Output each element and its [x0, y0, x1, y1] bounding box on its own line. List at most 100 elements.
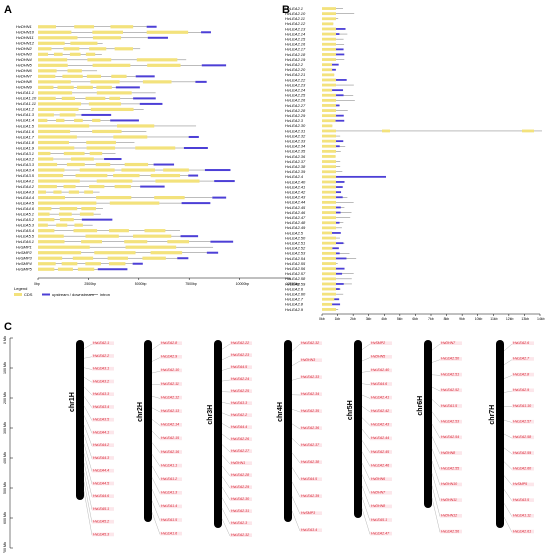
- label-bg: [92, 354, 114, 358]
- cds-block: [58, 212, 72, 216]
- gene-marker: HvLEA4.4: [83, 443, 114, 473]
- cds-block: [77, 267, 95, 271]
- gene-row: HvLEA5.2: [16, 217, 113, 222]
- marker-line: [431, 399, 441, 407]
- gene-label: HvLEA2.33: [285, 138, 306, 143]
- gene-marker: HvLEA2.27: [221, 444, 252, 453]
- gene-label: HvLEA2.42: [285, 189, 306, 194]
- chromosome-chr2H: chr2H HvLEA2.8 HvLEA2.9 HvLEA2.10 HvLEA2.11 H…: [137, 340, 182, 535]
- label-bg: [300, 494, 322, 498]
- cds-block: [322, 124, 333, 128]
- cds-block: [107, 256, 128, 260]
- gene-marker: HvLEA1.3: [151, 477, 182, 495]
- cds-block: [38, 256, 63, 260]
- gene-row: HvDHN8: [16, 79, 207, 84]
- marker-line: [151, 465, 161, 481]
- cds-block: [38, 218, 55, 222]
- gene-marker: HvLEA1.4: [151, 488, 182, 509]
- panel-a-axis: 0bp 2500bp 5000bp 7500bp 10000bp 12500bp: [34, 277, 300, 286]
- marker-line: [83, 434, 93, 459]
- cds-block: [322, 211, 336, 214]
- gene-name: HvLEA3.2: [93, 379, 109, 383]
- label-bg: [160, 341, 182, 345]
- utr-block: [332, 68, 336, 71]
- label-bg: [300, 341, 322, 345]
- gene-marker: HvLEA4.5: [83, 453, 114, 486]
- gene-marker: HvLEA2.50: [431, 357, 462, 363]
- cds-block: [89, 47, 107, 51]
- gene-row: HvSMP1: [16, 245, 214, 250]
- utr-block: [336, 53, 345, 56]
- gene-label: HvLEA2.57: [285, 271, 306, 276]
- gene-label: HvLEA2.26: [285, 98, 306, 103]
- gene-label: HvDHN6: [16, 68, 33, 73]
- gene-marker: HvDHN3: [291, 358, 322, 366]
- gene-name: HvLEA2.12: [161, 395, 179, 399]
- gene-name: HvLEA2.39: [301, 494, 319, 498]
- marker-line: [221, 402, 231, 405]
- marker-line: [503, 489, 513, 502]
- gene-row: HvLEA2.53: [285, 251, 350, 256]
- gene-marker: HvDHN6: [361, 462, 392, 481]
- gene-label: HvLEA2.15: [285, 36, 306, 41]
- gene-name: HvLEA2.45: [371, 450, 389, 454]
- label-bg: [370, 368, 392, 373]
- cds-block: [87, 58, 112, 62]
- cds-block: [322, 272, 336, 276]
- utr-block: [135, 75, 155, 78]
- utr-block: [336, 267, 345, 270]
- marker-line: [503, 461, 513, 470]
- gene-row: HvLEA2.37: [285, 159, 341, 164]
- gene-row: HvLEA2.34: [285, 144, 346, 149]
- gene-label: HvLEA1.4: [16, 118, 35, 123]
- utr-block: [97, 268, 128, 271]
- cds-block: [38, 140, 69, 145]
- marker-line: [83, 462, 93, 498]
- cds-block: [38, 146, 75, 150]
- cds-block: [322, 195, 336, 199]
- label-bg: [370, 463, 392, 468]
- marker-line: [503, 433, 513, 439]
- gene-label: HvLEA2.19: [285, 57, 306, 62]
- gene-row: HvLEA2.31: [285, 128, 542, 133]
- chromosome-name: chr4H: [277, 402, 284, 422]
- utr-block: [214, 180, 235, 183]
- marker-line: [151, 407, 161, 413]
- gene-label: HvDHN4: [16, 57, 33, 62]
- gene-row: HvLEA2.8: [285, 302, 341, 307]
- gene-label: HvSMP2: [16, 250, 33, 255]
- cds-block: [322, 68, 333, 72]
- cds-block: [92, 30, 123, 34]
- cds-block: [322, 165, 336, 169]
- gene-marker: HvLEA1.5: [431, 399, 462, 408]
- gene-marker: HvLEA1.2: [151, 465, 182, 481]
- gene-name: HvLEA4.4: [93, 469, 109, 473]
- gene-name: HvLEA2.46: [371, 463, 389, 467]
- cds-block: [147, 63, 181, 67]
- label-bg: [370, 450, 392, 454]
- gene-row: HvSMP4: [16, 261, 143, 266]
- panel-b-axis: 0kb 1kb 2kb 3kb 4kb 5kb 6kb 7kb 8kb 9kb 10kb 11kb 12…: [319, 313, 545, 321]
- utr-block: [336, 206, 341, 209]
- gene-label: HvLEA5.3: [16, 222, 35, 227]
- gene-marker: HvLEA2.15: [151, 430, 182, 441]
- label-bg: [92, 468, 114, 473]
- cds-block: [38, 196, 65, 200]
- utr-block: [336, 145, 340, 148]
- gene-marker: HvLEA2.2: [83, 354, 114, 359]
- utr-block: [336, 196, 343, 199]
- utr-block: [204, 169, 231, 172]
- gene-row: HvSMP5: [16, 267, 128, 272]
- gene-row: HvLEA1.7: [16, 134, 199, 139]
- label-bg: [512, 388, 534, 393]
- gene-label: HvLEA2.60: [285, 291, 306, 296]
- label-bg: [300, 358, 322, 362]
- axis-tick-label: 14kb: [537, 317, 545, 321]
- gene-label: HvLEA2.5: [285, 230, 304, 235]
- cds-block: [322, 262, 336, 265]
- gene-row: HvLEA2.5: [285, 230, 341, 235]
- label-bg: [230, 485, 252, 489]
- cds-block: [38, 25, 56, 29]
- marker-line: [291, 438, 301, 447]
- gene-marker: HvDHN5: [361, 355, 392, 362]
